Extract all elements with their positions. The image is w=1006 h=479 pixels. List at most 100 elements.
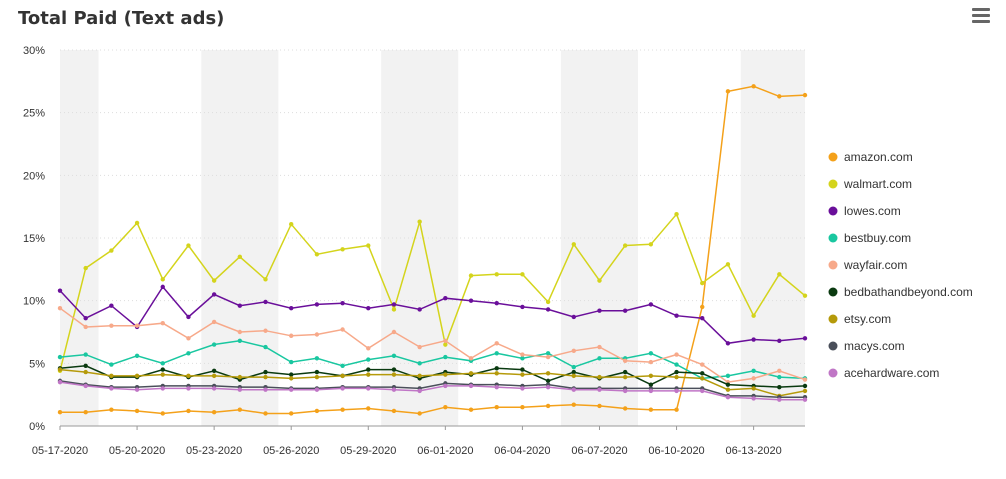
data-point[interactable]: [366, 305, 371, 311]
data-point[interactable]: [468, 298, 474, 303]
data-point[interactable]: [468, 273, 474, 278]
data-point[interactable]: [751, 84, 756, 89]
data-point[interactable]: [597, 374, 602, 380]
data-point[interactable]: [109, 248, 114, 253]
data-point[interactable]: [314, 302, 320, 307]
data-point[interactable]: [700, 316, 705, 321]
data-point[interactable]: [443, 372, 448, 377]
data-point[interactable]: [109, 362, 114, 367]
data-point[interactable]: [622, 308, 628, 313]
data-point[interactable]: [597, 278, 602, 283]
data-point[interactable]: [263, 299, 268, 305]
data-point[interactable]: [340, 386, 345, 391]
data-point[interactable]: [725, 382, 731, 387]
data-point[interactable]: [211, 319, 217, 325]
data-point[interactable]: [314, 387, 320, 392]
data-point[interactable]: [160, 411, 165, 416]
data-point[interactable]: [211, 342, 217, 347]
data-point[interactable]: [494, 351, 499, 356]
data-point[interactable]: [263, 328, 268, 333]
data-point[interactable]: [211, 278, 217, 283]
data-point[interactable]: [443, 338, 448, 343]
data-point[interactable]: [109, 386, 114, 391]
data-point[interactable]: [391, 408, 397, 414]
data-point[interactable]: [674, 388, 679, 394]
data-point[interactable]: [571, 242, 576, 247]
data-point[interactable]: [186, 351, 191, 356]
data-point[interactable]: [134, 323, 140, 328]
data-point[interactable]: [700, 388, 705, 394]
data-point[interactable]: [237, 303, 243, 308]
data-point[interactable]: [160, 321, 165, 326]
data-point[interactable]: [468, 407, 474, 412]
data-point[interactable]: [57, 288, 63, 293]
data-point[interactable]: [674, 407, 679, 412]
data-point[interactable]: [648, 382, 654, 387]
data-point[interactable]: [366, 386, 371, 391]
data-point[interactable]: [83, 363, 88, 369]
data-point[interactable]: [160, 361, 165, 366]
data-point[interactable]: [597, 387, 602, 392]
data-point[interactable]: [391, 302, 397, 307]
data-point[interactable]: [520, 356, 525, 361]
data-point[interactable]: [751, 386, 756, 391]
data-point[interactable]: [289, 372, 294, 377]
data-point[interactable]: [109, 323, 114, 328]
data-point[interactable]: [57, 367, 63, 372]
data-point[interactable]: [57, 379, 63, 385]
data-point[interactable]: [802, 336, 808, 341]
data-point[interactable]: [494, 366, 499, 371]
data-point[interactable]: [340, 407, 345, 412]
data-point[interactable]: [443, 383, 448, 389]
data-point[interactable]: [777, 272, 782, 277]
data-point[interactable]: [622, 369, 628, 375]
data-point[interactable]: [648, 388, 654, 394]
data-point[interactable]: [674, 369, 679, 375]
legend-item-bedbathandbeyond.com[interactable]: bedbathandbeyond.com: [828, 285, 973, 299]
data-point[interactable]: [366, 372, 371, 377]
data-point[interactable]: [340, 300, 345, 306]
data-point[interactable]: [545, 384, 551, 390]
data-point[interactable]: [700, 376, 705, 381]
data-point[interactable]: [494, 272, 499, 277]
data-point[interactable]: [417, 373, 422, 379]
data-point[interactable]: [520, 304, 525, 310]
data-point[interactable]: [263, 411, 268, 416]
data-point[interactable]: [417, 361, 422, 366]
data-point[interactable]: [802, 388, 808, 394]
legend-item-macys.com[interactable]: macys.com: [828, 339, 905, 353]
data-point[interactable]: [160, 284, 165, 290]
data-point[interactable]: [700, 280, 705, 286]
data-point[interactable]: [263, 387, 268, 392]
data-point[interactable]: [237, 329, 243, 335]
data-point[interactable]: [83, 369, 88, 375]
data-point[interactable]: [443, 354, 448, 360]
data-point[interactable]: [391, 387, 397, 392]
data-point[interactable]: [545, 403, 551, 409]
data-point[interactable]: [674, 352, 679, 357]
data-point[interactable]: [211, 368, 217, 374]
data-point[interactable]: [109, 373, 114, 379]
data-point[interactable]: [237, 338, 243, 343]
data-point[interactable]: [314, 408, 320, 414]
data-point[interactable]: [571, 373, 576, 379]
data-point[interactable]: [160, 386, 165, 391]
data-point[interactable]: [674, 362, 679, 367]
data-point[interactable]: [545, 354, 551, 360]
legend-item-wayfair.com[interactable]: wayfair.com: [828, 258, 908, 272]
data-point[interactable]: [725, 373, 731, 379]
data-point[interactable]: [777, 384, 782, 390]
data-point[interactable]: [289, 387, 294, 392]
data-point[interactable]: [211, 373, 217, 379]
data-point[interactable]: [83, 410, 88, 415]
data-point[interactable]: [674, 211, 679, 217]
data-point[interactable]: [648, 359, 654, 365]
data-point[interactable]: [622, 406, 628, 411]
data-point[interactable]: [443, 295, 448, 301]
data-point[interactable]: [417, 388, 422, 394]
data-point[interactable]: [777, 374, 782, 380]
data-point[interactable]: [314, 356, 320, 361]
data-point[interactable]: [725, 394, 731, 400]
data-point[interactable]: [520, 352, 525, 357]
data-point[interactable]: [648, 373, 654, 379]
